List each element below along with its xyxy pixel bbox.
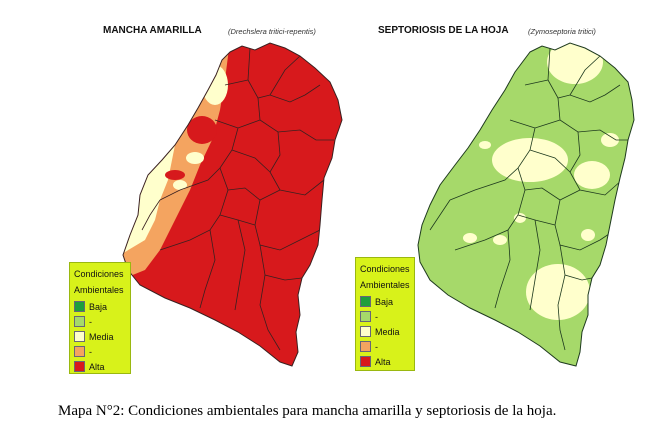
- legend-heading-1: Condiciones: [74, 269, 124, 279]
- legend-item-baja: Baja: [74, 300, 130, 313]
- zone-media: [463, 233, 477, 243]
- zone-media: [492, 138, 568, 182]
- zone-media: [186, 152, 204, 164]
- zone-media: [574, 161, 610, 189]
- legend-item-baja: Baja: [360, 295, 414, 308]
- legend-item-dash-green: -: [360, 310, 414, 323]
- legend-heading-2: Ambientales: [360, 280, 410, 290]
- zone-alta: [187, 116, 217, 144]
- map-subtitle-mancha-amarilla: (Drechslera tritici-repentis): [228, 27, 316, 36]
- legend-item-dash-orange: -: [360, 340, 414, 353]
- zone-alta: [165, 170, 185, 180]
- map-subtitle-septoriosis: (Zymoseptoria tritici): [528, 27, 596, 36]
- legend-item-alta: Alta: [74, 360, 130, 373]
- zone-media: [547, 43, 603, 84]
- legend-right: Condiciones Ambientales Baja - Media - A…: [355, 257, 415, 371]
- legend-left: Condiciones Ambientales Baja - Media - A…: [69, 262, 131, 374]
- legend-heading-1: Condiciones: [360, 264, 410, 274]
- zone-media: [514, 213, 526, 223]
- legend-item-media: Media: [74, 330, 130, 343]
- zone-media: [493, 235, 507, 245]
- legend-item-dash-green: -: [74, 315, 130, 328]
- zone-media: [601, 133, 619, 147]
- legend-item-alta: Alta: [360, 355, 414, 368]
- zone-light-green: [418, 43, 634, 366]
- zone-media: [581, 229, 595, 241]
- legend-item-dash-orange: -: [74, 345, 130, 358]
- zone-media: [479, 141, 491, 149]
- map-mancha-amarilla: [122, 42, 343, 367]
- legend-heading-2: Ambientales: [74, 285, 124, 295]
- map-septoriosis: [417, 42, 635, 367]
- map-title-septoriosis: SEPTORIOSIS DE LA HOJA: [378, 25, 509, 36]
- map-title-mancha-amarilla: MANCHA AMARILLA: [103, 25, 202, 36]
- legend-item-media: Media: [360, 325, 414, 338]
- zone-media: [173, 180, 187, 190]
- figure-caption: Mapa N°2: Condiciones ambientales para m…: [58, 403, 557, 419]
- zone-media: [202, 65, 228, 105]
- zone-media: [526, 264, 590, 320]
